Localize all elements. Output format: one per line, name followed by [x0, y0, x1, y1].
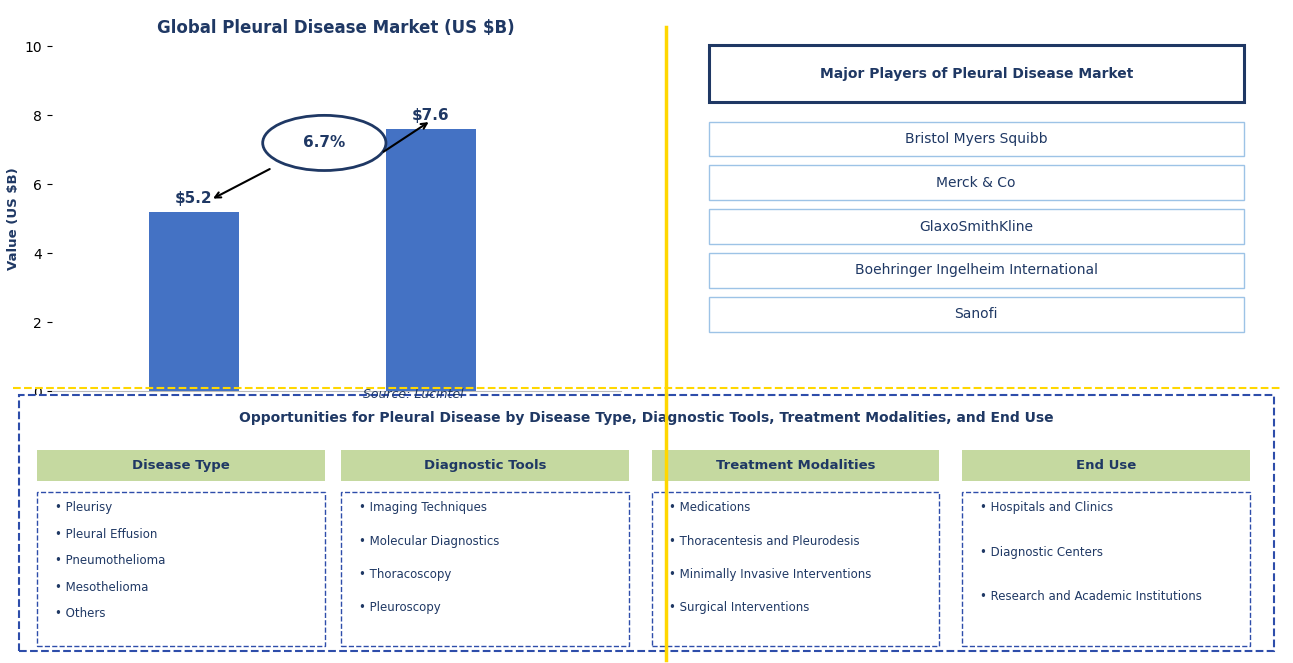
FancyBboxPatch shape [341, 450, 628, 481]
Text: • Pleurisy: • Pleurisy [54, 501, 112, 514]
Text: • Mesothelioma: • Mesothelioma [54, 581, 149, 594]
FancyBboxPatch shape [652, 450, 939, 481]
FancyBboxPatch shape [709, 210, 1244, 244]
FancyBboxPatch shape [19, 395, 1274, 651]
Text: • Diagnostic Centers: • Diagnostic Centers [980, 546, 1103, 558]
FancyBboxPatch shape [709, 297, 1244, 332]
FancyBboxPatch shape [709, 253, 1244, 288]
Text: Boehringer Ingelheim International: Boehringer Ingelheim International [855, 263, 1098, 277]
Text: • Others: • Others [54, 607, 105, 621]
Ellipse shape [262, 115, 385, 170]
Text: Major Players of Pleural Disease Market: Major Players of Pleural Disease Market [820, 66, 1133, 80]
Text: GlaxoSmithKline: GlaxoSmithKline [919, 219, 1033, 233]
FancyBboxPatch shape [962, 450, 1249, 481]
FancyBboxPatch shape [709, 166, 1244, 200]
Text: Disease Type: Disease Type [132, 459, 230, 472]
Title: Global Pleural Disease Market (US $B): Global Pleural Disease Market (US $B) [158, 19, 515, 36]
Text: • Research and Academic Institutions: • Research and Academic Institutions [980, 590, 1201, 603]
Text: Source: Lucintel: Source: Lucintel [363, 388, 464, 401]
FancyBboxPatch shape [341, 492, 628, 646]
Text: • Minimally Invasive Interventions: • Minimally Invasive Interventions [670, 568, 871, 581]
Text: • Thoracentesis and Pleurodesis: • Thoracentesis and Pleurodesis [670, 534, 860, 548]
FancyBboxPatch shape [37, 450, 325, 481]
Text: Bristol Myers Squibb: Bristol Myers Squibb [905, 132, 1047, 146]
FancyBboxPatch shape [709, 121, 1244, 156]
FancyBboxPatch shape [962, 492, 1249, 646]
Text: 6.7%: 6.7% [303, 135, 345, 151]
FancyBboxPatch shape [652, 492, 939, 646]
Y-axis label: Value (US $B): Value (US $B) [8, 168, 21, 270]
FancyBboxPatch shape [37, 492, 325, 646]
Text: Opportunities for Pleural Disease by Disease Type, Diagnostic Tools, Treatment M: Opportunities for Pleural Disease by Dis… [239, 410, 1054, 425]
Text: • Hospitals and Clinics: • Hospitals and Clinics [980, 501, 1113, 514]
Text: Diagnostic Tools: Diagnostic Tools [424, 459, 546, 472]
Text: Sanofi: Sanofi [954, 307, 998, 322]
Text: • Surgical Interventions: • Surgical Interventions [670, 601, 809, 614]
Text: • Imaging Techniques: • Imaging Techniques [359, 501, 487, 514]
Text: • Medications: • Medications [670, 501, 751, 514]
Text: Treatment Modalities: Treatment Modalities [715, 459, 875, 472]
Text: • Pleuroscopy: • Pleuroscopy [359, 601, 441, 614]
Bar [149, 212, 239, 391]
Text: $7.6: $7.6 [412, 108, 450, 123]
Text: $5.2: $5.2 [175, 191, 213, 206]
Text: • Pleural Effusion: • Pleural Effusion [54, 528, 158, 541]
Bar [387, 129, 476, 391]
Text: End Use: End Use [1076, 459, 1137, 472]
Text: • Molecular Diagnostics: • Molecular Diagnostics [359, 534, 499, 548]
FancyBboxPatch shape [709, 44, 1244, 102]
Text: Merck & Co: Merck & Co [936, 176, 1016, 190]
Text: • Pneumothelioma: • Pneumothelioma [54, 554, 166, 568]
Text: • Thoracoscopy: • Thoracoscopy [359, 568, 451, 581]
